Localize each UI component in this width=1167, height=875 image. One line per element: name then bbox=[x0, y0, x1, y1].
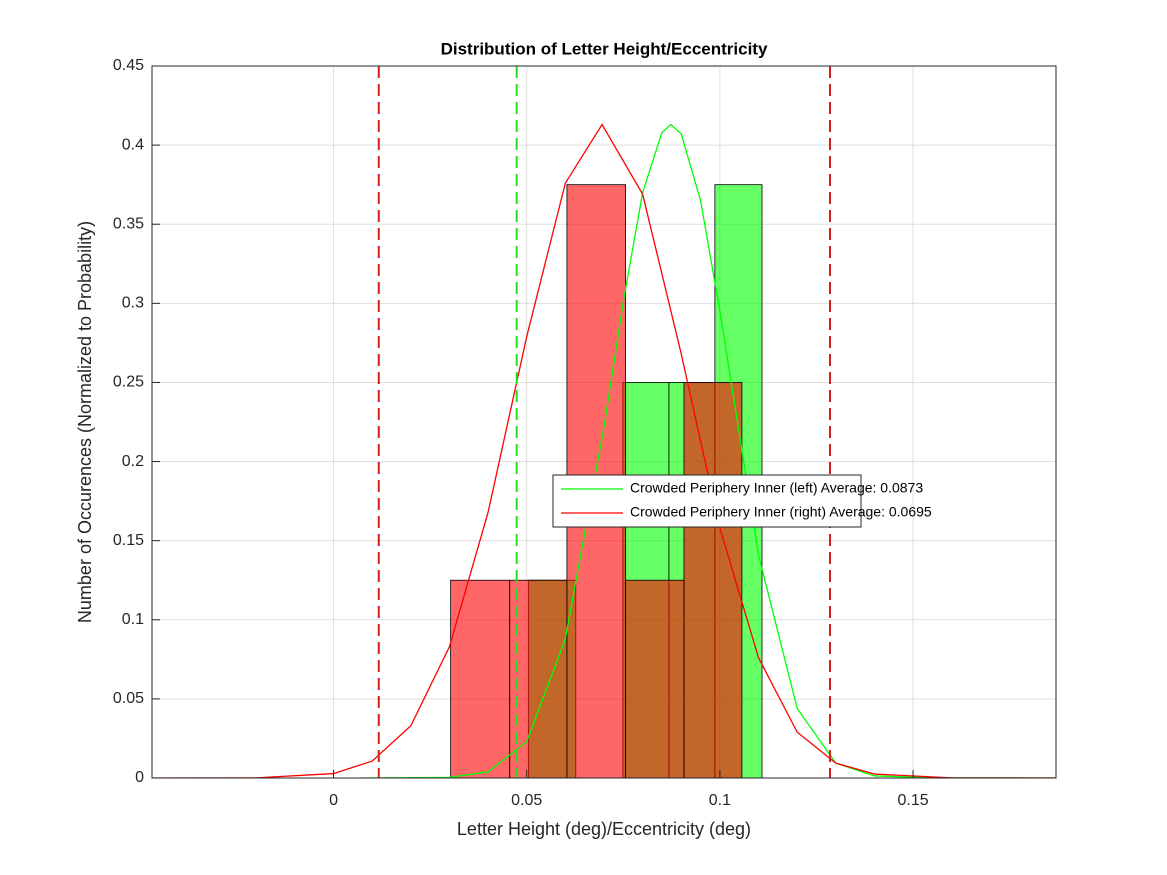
y-tick-label: 0.4 bbox=[122, 136, 144, 153]
histogram-bar bbox=[625, 579, 685, 778]
legend-box bbox=[552, 474, 862, 528]
y-tick-label: 0.05 bbox=[113, 690, 144, 707]
fit-curve bbox=[152, 123, 1056, 778]
histogram-bar bbox=[683, 382, 743, 778]
legend-label: Crowded Periphery Inner (right) Average:… bbox=[630, 504, 932, 520]
legend-label: Crowded Periphery Inner (left) Average: … bbox=[630, 480, 923, 496]
y-tick-label: 0 bbox=[135, 769, 144, 786]
axes-box bbox=[151, 65, 1057, 779]
y-tick-label: 0.15 bbox=[113, 532, 144, 549]
y-axis-label: Number of Occurences (Normalized to Prob… bbox=[75, 221, 95, 623]
histogram-bar bbox=[450, 579, 511, 778]
y-tick-label: 0.3 bbox=[122, 295, 144, 312]
histogram-bar bbox=[509, 579, 568, 778]
x-axis-label: Letter Height (deg)/Eccentricity (deg) bbox=[457, 819, 751, 839]
y-tick-label: 0.25 bbox=[113, 374, 144, 391]
x-tick-label: 0 bbox=[329, 792, 338, 809]
chart-title: Distribution of Letter Height/Eccentrici… bbox=[441, 39, 768, 58]
x-tick-label: 0.1 bbox=[709, 792, 731, 809]
y-tick-label: 0.1 bbox=[122, 611, 144, 628]
y-tick-label: 0.35 bbox=[113, 215, 144, 232]
x-tick-label: 0.05 bbox=[511, 792, 542, 809]
x-tick-label: 0.15 bbox=[897, 792, 928, 809]
y-tick-label: 0.2 bbox=[122, 453, 144, 470]
y-tick-label: 0.45 bbox=[113, 57, 144, 74]
